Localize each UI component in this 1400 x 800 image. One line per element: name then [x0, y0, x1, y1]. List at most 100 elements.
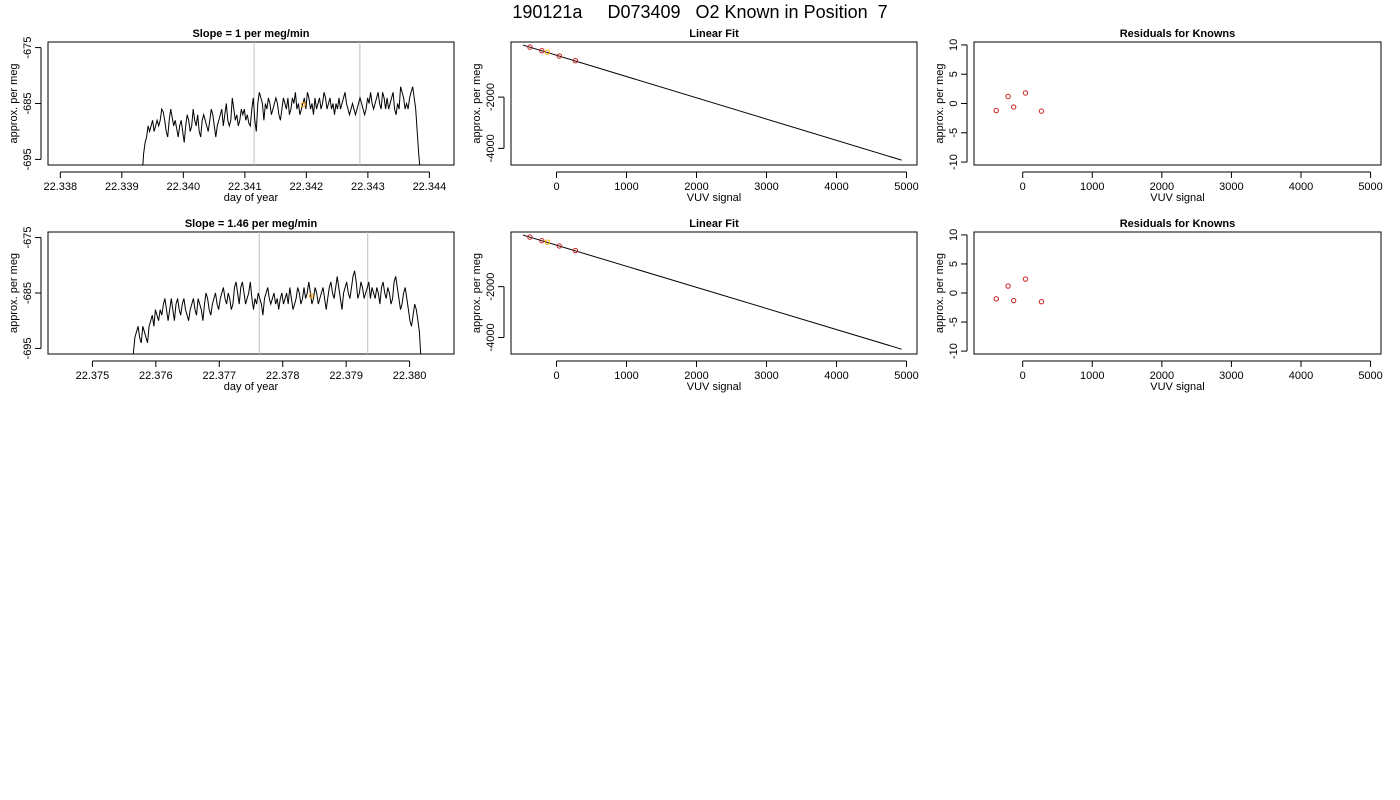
x-tick-label: 5000 — [894, 181, 918, 193]
x-tick-label: 22.375 — [76, 370, 110, 382]
data-point — [527, 44, 533, 50]
y-tick-label: -675 — [22, 37, 34, 59]
x-tick-label: 4000 — [1289, 370, 1313, 382]
x-tick-label: 5000 — [1358, 370, 1382, 382]
data-point — [556, 243, 562, 249]
data-point — [1010, 104, 1017, 110]
y-tick-label: -4000 — [485, 134, 497, 162]
data-point — [572, 247, 579, 254]
y-tick-label: -2000 — [485, 83, 497, 111]
plot-area — [522, 44, 902, 161]
data-point — [993, 296, 999, 302]
plot-frame — [510, 231, 918, 355]
plot-area — [993, 90, 1045, 114]
x-tick-label: 22.379 — [329, 370, 363, 382]
series-line — [142, 86, 421, 165]
x-tick-label: 2000 — [1150, 181, 1174, 193]
panel-title: Slope = 1.46 per meg/min — [185, 218, 318, 230]
x-tick-label: 22.339 — [105, 181, 139, 193]
y-tick-label: -675 — [22, 227, 34, 249]
x-tick-label: 1000 — [1080, 181, 1104, 193]
panel-title: Residuals for Knowns — [1120, 28, 1236, 40]
series-line — [132, 270, 422, 354]
x-tick-label: 22.377 — [202, 370, 236, 382]
y-tick-label: 0 — [948, 290, 960, 296]
x-tick-label: 1000 — [614, 370, 638, 382]
x-axis-label: day of year — [224, 192, 279, 204]
data-point — [527, 234, 533, 240]
data-point — [544, 49, 551, 55]
plot-area — [142, 42, 421, 165]
panel-5: Linear Fit 0 1000 2000 3000 4000 5000 VUV signa… — [471, 218, 919, 393]
y-axis-label: approx. per meg — [934, 63, 946, 143]
data-point — [1022, 276, 1029, 282]
x-tick-label: 1000 — [614, 181, 638, 193]
plot-frame — [973, 41, 1382, 166]
plot-frame — [973, 231, 1382, 355]
y-axis-label: approx. per meg — [934, 253, 946, 333]
x-tick-label: 5000 — [1358, 181, 1382, 193]
y-axis-label: approx. per meg — [8, 253, 20, 333]
plot-area — [522, 234, 902, 350]
x-tick-label: 2000 — [684, 370, 708, 382]
x-tick-label: 3000 — [754, 181, 778, 193]
panel-title: Linear Fit — [689, 28, 739, 40]
x-axis-label: VUV signal — [687, 192, 741, 204]
marker-point — [308, 293, 314, 299]
data-point — [1022, 90, 1029, 96]
y-tick-label: -10 — [948, 343, 960, 359]
x-tick-label: 3000 — [1219, 370, 1243, 382]
y-axis-label: approx. per meg — [8, 63, 20, 143]
x-tick-label: 0 — [1020, 181, 1026, 193]
panel-title: Residuals for Knowns — [1120, 218, 1236, 230]
y-tick-label: -685 — [22, 92, 34, 114]
plot-frame — [47, 41, 455, 166]
x-tick-label: 0 — [553, 370, 559, 382]
data-point — [993, 107, 999, 114]
x-tick-label: 5000 — [894, 370, 918, 382]
y-tick-label: -685 — [22, 282, 34, 304]
y-axis-label: approx. per meg — [471, 253, 483, 333]
x-tick-label: 0 — [1020, 370, 1026, 382]
x-tick-label: 22.378 — [266, 370, 300, 382]
page-title: 190121a D073409 O2 Known in Position 7 — [512, 2, 888, 22]
x-tick-label: 22.376 — [139, 370, 173, 382]
x-axis-label: VUV signal — [1150, 192, 1204, 204]
x-tick-label: 22.343 — [351, 181, 385, 193]
panel-6: Residuals for Knowns 0 1000 2000 3000 4000 500… — [934, 218, 1383, 393]
panel-4: Slope = 1.46 per meg/min 22.375 22.376 22.3… — [8, 218, 455, 393]
x-tick-label: 2000 — [1150, 370, 1174, 382]
data-point — [1005, 93, 1011, 100]
data-point — [572, 58, 579, 64]
data-point — [1038, 108, 1045, 114]
y-tick-label: 10 — [948, 39, 960, 51]
x-tick-label: 22.338 — [43, 181, 77, 193]
data-point — [539, 237, 545, 244]
x-tick-label: 4000 — [1289, 181, 1313, 193]
y-tick-label: 0 — [948, 100, 960, 106]
plot-area — [132, 232, 422, 354]
x-tick-label: 22.340 — [167, 181, 201, 193]
data-point — [544, 239, 551, 245]
plot-area — [993, 276, 1045, 305]
marker-point — [300, 102, 306, 108]
plot-frame — [510, 41, 918, 166]
panel-1: Slope = 1 per meg/min 22.338 22.339 22.340 2… — [8, 28, 455, 204]
x-tick-label: 4000 — [824, 181, 848, 193]
y-tick-label: -695 — [22, 337, 34, 359]
fit-line — [522, 44, 902, 161]
y-tick-label: -10 — [948, 154, 960, 170]
x-axis-label: day of year — [224, 381, 279, 393]
y-tick-label: -5 — [948, 128, 960, 138]
x-axis-label: VUV signal — [687, 381, 741, 393]
x-axis-label: VUV signal — [1150, 381, 1204, 393]
y-tick-label: 5 — [948, 71, 960, 77]
x-tick-label: 22.344 — [413, 181, 447, 193]
x-tick-label: 2000 — [684, 181, 708, 193]
plot-frame — [47, 231, 455, 355]
fit-line — [522, 234, 902, 350]
y-tick-label: -695 — [22, 148, 34, 170]
data-point — [1005, 283, 1011, 289]
